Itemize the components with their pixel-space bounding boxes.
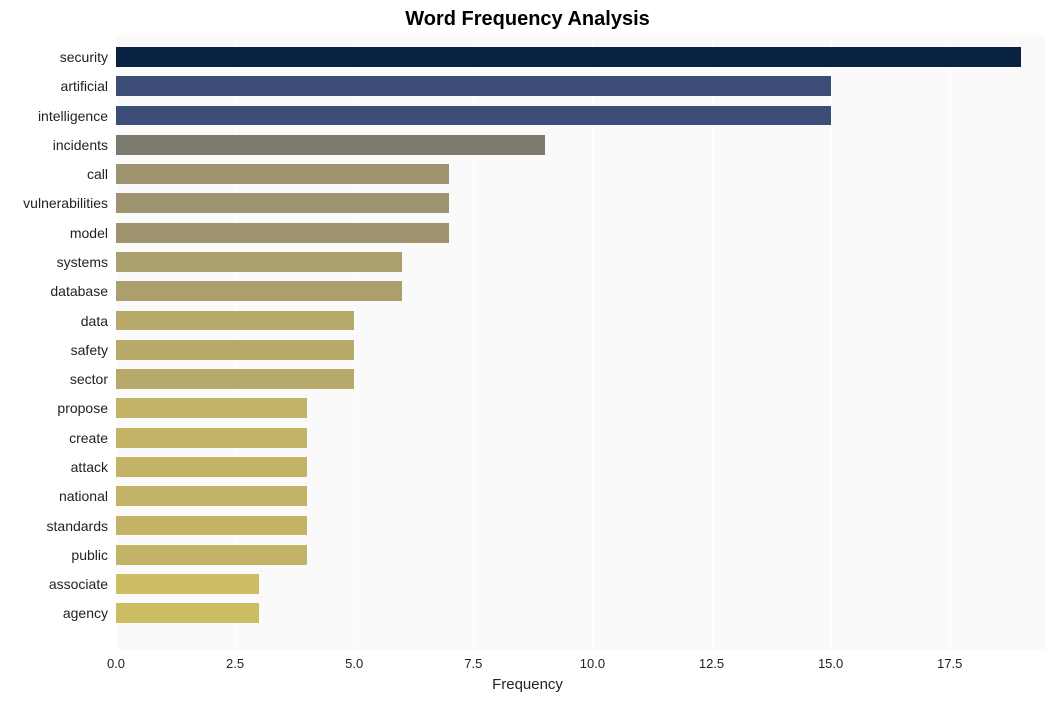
bar (116, 428, 307, 448)
x-axis-title: Frequency (0, 676, 1055, 693)
bar (116, 603, 259, 623)
bar (116, 574, 259, 594)
y-tick-label: artificial (61, 78, 108, 94)
y-tick-label: attack (71, 459, 108, 475)
gridline (473, 35, 474, 650)
bar (116, 76, 831, 96)
bar (116, 281, 402, 301)
y-tick-label: intelligence (38, 108, 108, 124)
x-tick-label: 15.0 (818, 656, 843, 671)
y-tick-label: public (71, 547, 108, 563)
bar (116, 516, 307, 536)
gridline (950, 35, 951, 650)
bar (116, 486, 307, 506)
x-tick-label: 12.5 (699, 656, 724, 671)
chart-title: Word Frequency Analysis (0, 8, 1055, 31)
bar (116, 340, 354, 360)
word-frequency-chart: Word Frequency Analysis Frequency 0.0 2.5… (0, 0, 1055, 701)
bar (116, 106, 831, 126)
gridline (831, 35, 832, 650)
y-tick-label: safety (71, 342, 108, 358)
x-tick-label: 5.0 (345, 656, 363, 671)
y-tick-label: vulnerabilities (23, 195, 108, 211)
y-tick-label: systems (57, 254, 108, 270)
y-tick-label: database (50, 283, 108, 299)
y-tick-label: incidents (53, 137, 108, 153)
plot-area (116, 35, 1045, 650)
y-tick-label: data (81, 313, 108, 329)
y-tick-label: sector (70, 371, 108, 387)
y-tick-label: propose (57, 400, 108, 416)
bar (116, 311, 354, 331)
bar (116, 135, 545, 155)
x-tick-label: 0.0 (107, 656, 125, 671)
y-tick-label: associate (49, 576, 108, 592)
bar (116, 47, 1021, 67)
gridline (592, 35, 593, 650)
gridline (354, 35, 355, 650)
y-tick-label: call (87, 166, 108, 182)
bar (116, 457, 307, 477)
bar (116, 193, 449, 213)
x-tick-label: 17.5 (937, 656, 962, 671)
bar (116, 164, 449, 184)
y-tick-label: national (59, 488, 108, 504)
x-tick-label: 2.5 (226, 656, 244, 671)
y-tick-label: create (69, 430, 108, 446)
y-tick-label: agency (63, 605, 108, 621)
x-tick-label: 10.0 (580, 656, 605, 671)
bar (116, 223, 449, 243)
gridline (712, 35, 713, 650)
bar (116, 369, 354, 389)
y-tick-label: model (70, 225, 108, 241)
x-tick-label: 7.5 (464, 656, 482, 671)
y-tick-label: security (60, 49, 108, 65)
y-tick-label: standards (47, 518, 108, 534)
bar (116, 252, 402, 272)
bar (116, 545, 307, 565)
bar (116, 398, 307, 418)
